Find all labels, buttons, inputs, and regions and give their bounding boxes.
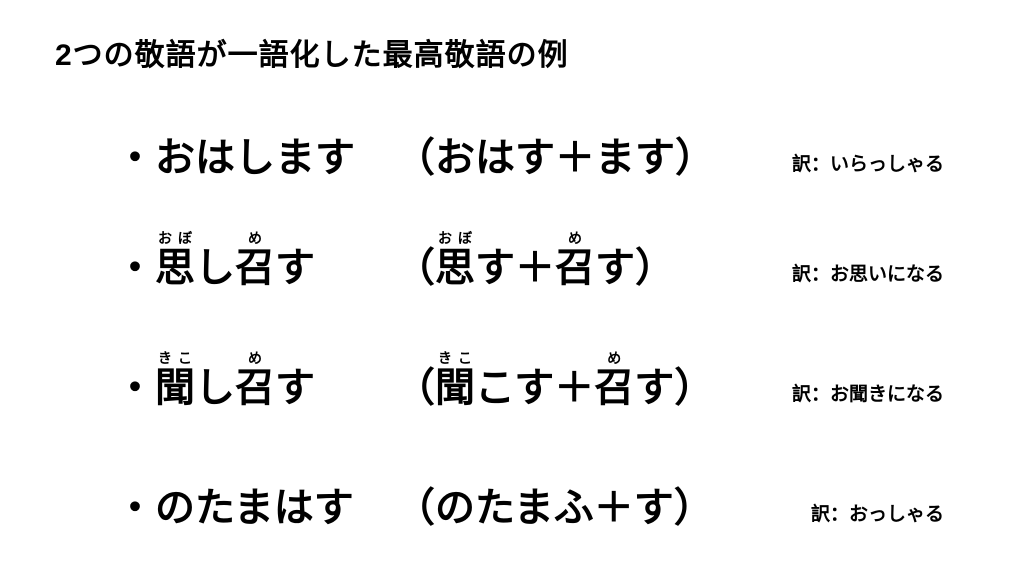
keigo-breakdown: （聞きここす＋召めす）	[395, 350, 714, 408]
list-item: ・ 思おぼし召めす （思おぼす＋召めす） 訳：お思いになる	[115, 198, 984, 288]
list-item: ・ おはします （おはす＋ます） 訳：いらっしゃる	[115, 88, 984, 178]
bullet: ・	[115, 488, 155, 528]
keigo-translation: 訳：お思いになる	[792, 259, 944, 286]
bullet: ・	[115, 368, 155, 408]
keigo-translation: 訳：おっしゃる	[811, 499, 944, 526]
slide: 2つの敬語が一語化した最高敬語の例 ・ おはします （おはす＋ます） 訳：いらっ…	[0, 0, 1024, 576]
list-item: ・ のたまはす （のたまふ＋す） 訳：おっしゃる	[115, 438, 984, 528]
keigo-breakdown: （のたまふ＋す）	[395, 488, 714, 528]
keigo-word: 思おぼし召めす	[155, 230, 315, 288]
list-item: ・ 聞きこし召めす （聞きここす＋召めす） 訳：お聞きになる	[115, 318, 984, 408]
keigo-breakdown: （おはす＋ます）	[395, 138, 715, 178]
keigo-translation: 訳：お聞きになる	[792, 379, 944, 406]
keigo-word: のたまはす	[155, 488, 354, 528]
keigo-word: おはします	[155, 138, 355, 178]
keigo-translation: 訳：いらっしゃる	[792, 149, 944, 176]
bullet: ・	[115, 248, 155, 288]
page-title: 2つの敬語が一語化した最高敬語の例	[55, 30, 569, 74]
bullet: ・	[115, 138, 155, 178]
keigo-word: 聞きこし召めす	[155, 350, 315, 408]
keigo-breakdown: （思おぼす＋召めす）	[395, 230, 675, 288]
